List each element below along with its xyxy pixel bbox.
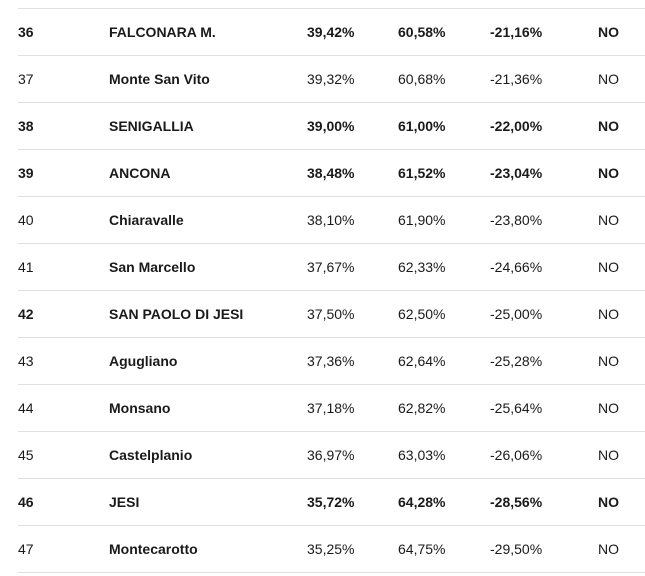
- percent-b: 64,75%: [398, 541, 446, 557]
- rank-cell: 37: [18, 71, 34, 87]
- municipality-name: Monsano: [109, 400, 171, 416]
- difference: -26,06%: [490, 447, 543, 463]
- table-row: 42 SAN PAOLO DI JESI 37,50% 62,50% -25,00% NO: [18, 290, 645, 338]
- rank-cell: 43: [18, 353, 34, 369]
- percent-a: 39,00%: [307, 118, 355, 134]
- table-row: 41 San Marcello 37,67% 62,33% -24,66% NO: [18, 243, 645, 291]
- rank-cell: 47: [18, 541, 34, 557]
- difference: -21,16%: [490, 24, 543, 40]
- table-row: 40 Chiaravalle 38,10% 61,90% -23,80% NO: [18, 196, 645, 244]
- difference: -24,66%: [490, 259, 543, 275]
- municipality-name: SENIGALLIA: [109, 118, 194, 134]
- result: NO: [598, 118, 619, 134]
- rank-cell: 40: [18, 212, 34, 228]
- result: NO: [598, 447, 619, 463]
- municipality-name: ANCONA: [109, 165, 171, 181]
- rank-cell: 39: [18, 165, 34, 181]
- percent-a: 39,32%: [307, 71, 355, 87]
- table-row: 43 Agugliano 37,36% 62,64% -25,28% NO: [18, 337, 645, 385]
- percent-b: 60,58%: [398, 24, 446, 40]
- rank-cell: 45: [18, 447, 34, 463]
- result: NO: [598, 306, 619, 322]
- result: NO: [598, 494, 619, 510]
- table-row: 44 Monsano 37,18% 62,82% -25,64% NO: [18, 384, 645, 432]
- result: NO: [598, 353, 619, 369]
- percent-a: 35,72%: [307, 494, 355, 510]
- percent-b: 62,33%: [398, 259, 446, 275]
- difference: -25,28%: [490, 353, 543, 369]
- municipality-name: Chiaravalle: [109, 212, 184, 228]
- difference: -25,64%: [490, 400, 543, 416]
- table-row: 45 Castelplanio 36,97% 63,03% -26,06% NO: [18, 431, 645, 479]
- difference: -28,56%: [490, 494, 543, 510]
- percent-a: 37,50%: [307, 306, 355, 322]
- result: NO: [598, 165, 619, 181]
- percent-b: 61,90%: [398, 212, 446, 228]
- municipality-name: Castelplanio: [109, 447, 193, 463]
- result: NO: [598, 541, 619, 557]
- table-row: 47 Montecarotto 35,25% 64,75% -29,50% NO: [18, 525, 645, 573]
- table-row: 38 SENIGALLIA 39,00% 61,00% -22,00% NO: [18, 102, 645, 150]
- municipality-name: Monte San Vito: [109, 71, 210, 87]
- result: NO: [598, 400, 619, 416]
- result: NO: [598, 24, 619, 40]
- percent-b: 61,00%: [398, 118, 446, 134]
- percent-b: 61,52%: [398, 165, 446, 181]
- table-row: 46 JESI 35,72% 64,28% -28,56% NO: [18, 478, 645, 526]
- municipality-name: JESI: [109, 494, 140, 510]
- table-row: 39 ANCONA 38,48% 61,52% -23,04% NO: [18, 149, 645, 197]
- municipality-name: Montecarotto: [109, 541, 198, 557]
- rank-cell: 46: [18, 494, 34, 510]
- municipality-name: Agugliano: [109, 353, 178, 369]
- difference: -21,36%: [490, 71, 543, 87]
- percent-a: 38,10%: [307, 212, 355, 228]
- rank-cell: 44: [18, 400, 34, 416]
- result: NO: [598, 212, 619, 228]
- percent-b: 64,28%: [398, 494, 446, 510]
- results-table: 36 FALCONARA M. 39,42% 60,58% -21,16% NO 37 Mon…: [18, 8, 645, 573]
- municipality-name: FALCONARA M.: [109, 24, 216, 40]
- municipality-name: SAN PAOLO DI JESI: [109, 306, 244, 322]
- table-row: 36 FALCONARA M. 39,42% 60,58% -21,16% NO: [18, 8, 645, 56]
- result: NO: [598, 259, 619, 275]
- rank-cell: 36: [18, 24, 34, 40]
- percent-a: 36,97%: [307, 447, 355, 463]
- percent-a: 38,48%: [307, 165, 355, 181]
- difference: -23,04%: [490, 165, 543, 181]
- municipality-name: San Marcello: [109, 259, 196, 275]
- percent-a: 39,42%: [307, 24, 355, 40]
- percent-a: 37,18%: [307, 400, 355, 416]
- difference: -25,00%: [490, 306, 543, 322]
- table-row: 37 Monte San Vito 39,32% 60,68% -21,36% NO: [18, 55, 645, 103]
- percent-a: 37,36%: [307, 353, 355, 369]
- difference: -29,50%: [490, 541, 543, 557]
- percent-a: 35,25%: [307, 541, 355, 557]
- percent-b: 63,03%: [398, 447, 446, 463]
- difference: -23,80%: [490, 212, 543, 228]
- rank-cell: 41: [18, 259, 34, 275]
- percent-b: 62,64%: [398, 353, 446, 369]
- difference: -22,00%: [490, 118, 543, 134]
- percent-b: 60,68%: [398, 71, 446, 87]
- percent-b: 62,50%: [398, 306, 446, 322]
- rank-cell: 42: [18, 306, 34, 322]
- result: NO: [598, 71, 619, 87]
- percent-a: 37,67%: [307, 259, 355, 275]
- percent-b: 62,82%: [398, 400, 446, 416]
- rank-cell: 38: [18, 118, 34, 134]
